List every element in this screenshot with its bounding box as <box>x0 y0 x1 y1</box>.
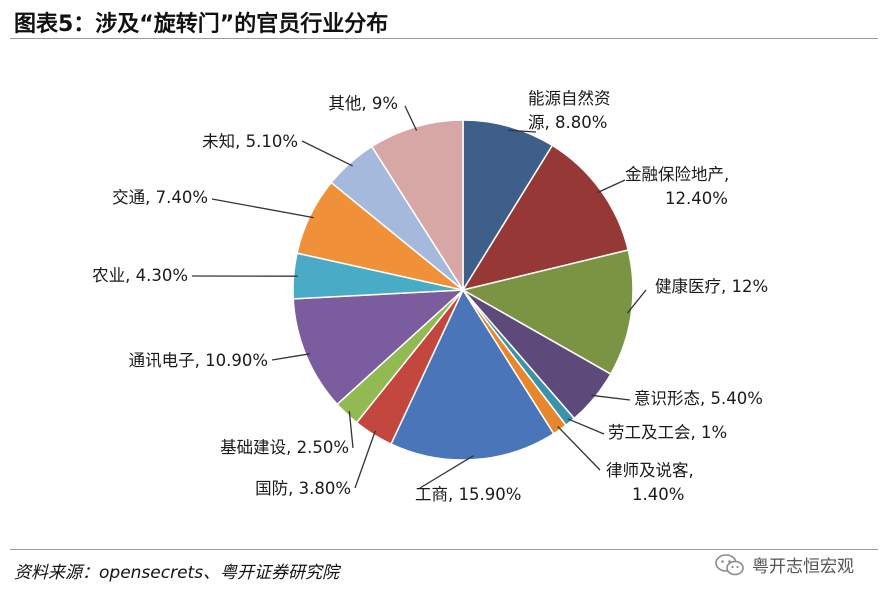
pie-slice-10 <box>292 289 466 406</box>
leader-line-10 <box>271 353 310 361</box>
slice-label-7: 工商, 15.90% <box>415 485 521 504</box>
slice-label-1: 能源自然资源, 8.80% <box>528 89 611 132</box>
pie-slice-1 <box>462 119 554 293</box>
slice-label-12: 交通, 7.40% <box>112 188 208 207</box>
leader-line-13 <box>301 140 353 167</box>
leader-line-5 <box>567 418 605 435</box>
leader-line-8 <box>354 430 376 489</box>
leader-line-1 <box>508 129 537 133</box>
watermark-text: 粤开志恒宏观 <box>752 557 854 577</box>
slice-label-10: 通讯电子, 10.90% <box>129 351 268 370</box>
leader-line-3 <box>626 289 647 314</box>
leader-line-4 <box>591 394 631 401</box>
slice-label-6: 律师及说客, 1.40% <box>606 461 694 504</box>
slice-labels: 能源自然资源, 8.80% 金融保险地产, 12.40% 健康医疗, 12% 意识形态,… <box>92 89 768 504</box>
source-note: 资料来源：opensecrets、粤开证券研究院 <box>14 563 340 583</box>
leader-line-6 <box>557 425 601 471</box>
slice-label-5: 劳工及工会, 1% <box>608 423 727 442</box>
pie-chart: 能源自然资源, 8.80% 金融保险地产, 12.40% 健康医疗, 12% 意识形态,… <box>92 89 768 504</box>
slice-label-11: 农业, 4.30% <box>92 266 188 285</box>
pie-slices <box>292 119 634 461</box>
slice-label-2: 金融保险地产, 12.40% <box>625 165 729 208</box>
leader-line-9 <box>348 410 354 449</box>
slice-label-8: 国防, 3.80% <box>255 479 351 498</box>
bottom-divider <box>10 549 878 550</box>
wechat-icon <box>715 553 744 575</box>
pie-slice-14 <box>370 119 464 293</box>
slice-label-14: 其他, 9% <box>328 94 398 113</box>
slice-label-3: 健康医疗, 12% <box>655 277 768 296</box>
slice-label-9: 基础建设, 2.50% <box>220 438 349 457</box>
leader-line-7 <box>419 455 474 489</box>
leader-line-14 <box>404 105 418 131</box>
watermark: 粤开志恒宏观 <box>714 552 854 577</box>
pie-slice-3 <box>460 249 634 376</box>
pie-slice-2 <box>461 144 630 292</box>
slice-label-4: 意识形态, 5.40% <box>634 389 763 408</box>
leader-line-2 <box>597 179 626 194</box>
pie-slice-7 <box>390 288 555 461</box>
slice-label-13: 未知, 5.10% <box>202 132 298 151</box>
leader-line-12 <box>211 198 314 219</box>
top-divider <box>10 38 878 39</box>
figure-title: 图表5：涉及“旋转门”的官员行业分布 <box>14 12 389 37</box>
leader-lines <box>191 105 647 489</box>
